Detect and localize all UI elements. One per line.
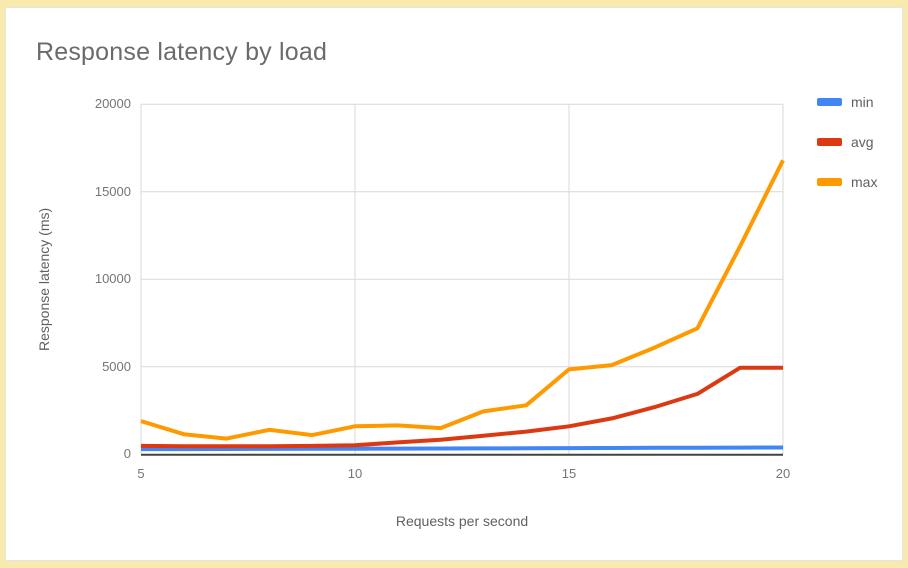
series-lines [140,159,785,452]
legend-item-min: min [817,94,877,110]
legend: min avg max [817,94,877,214]
chart-title: Response latency by load [36,38,328,66]
y-tick-label: 20000 [94,96,131,112]
y-tick-label: 0 [123,446,131,462]
legend-item-avg: avg [817,134,877,150]
series-line-max [140,159,785,441]
x-tick-label: 15 [561,466,577,481]
y-tick-label: 15000 [94,183,131,199]
y-axis-title: Response latency (ms) [36,207,52,351]
legend-label: max [851,174,878,190]
legend-label: avg [851,134,874,150]
legend-swatch-icon [817,178,842,186]
legend-label: min [851,94,874,110]
x-tick-label: 10 [347,466,363,481]
series-line-avg [140,365,783,449]
y-tick-label: 10000 [94,271,131,287]
gridlines [140,103,784,456]
legend-item-max: max [817,174,877,190]
x-axis-title: Requests per second [395,513,529,529]
legend-swatch-icon [817,138,842,146]
chart-card[interactable]: Response latency by load [5,7,903,561]
series-line-min [141,445,784,452]
x-tick-label: 5 [137,466,145,481]
x-tick-label: 20 [775,466,791,481]
legend-swatch-icon [817,98,842,106]
y-tick-label: 5000 [102,358,131,374]
